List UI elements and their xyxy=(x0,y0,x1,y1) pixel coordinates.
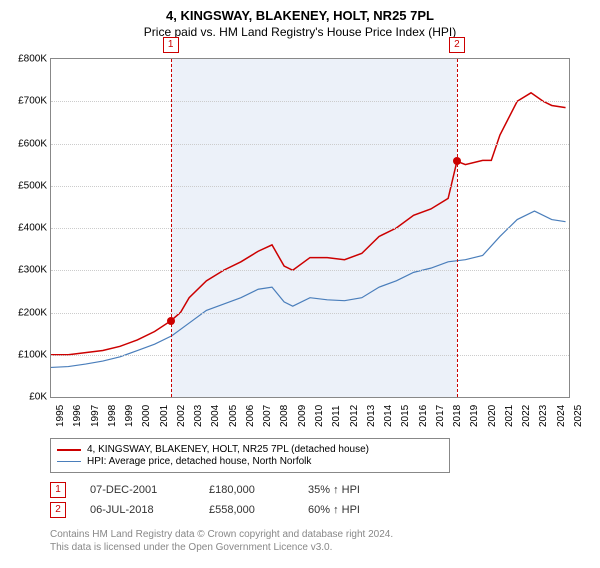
event-badge: 1 xyxy=(50,482,66,498)
x-tick-label: 2012 xyxy=(349,405,360,427)
event-price: £180,000 xyxy=(209,484,284,496)
x-tick-label: 2003 xyxy=(193,405,204,427)
y-tick-label: £700K xyxy=(18,96,47,107)
x-tick-label: 2004 xyxy=(210,405,221,427)
x-tick-label: 2018 xyxy=(452,405,463,427)
x-tick-label: 2023 xyxy=(538,405,549,427)
event-badge: 2 xyxy=(50,502,66,518)
x-tick-label: 1998 xyxy=(107,405,118,427)
x-tick-label: 2024 xyxy=(556,405,567,427)
x-tick-label: 2015 xyxy=(400,405,411,427)
y-tick-label: £100K xyxy=(18,349,47,360)
x-tick-label: 2014 xyxy=(383,405,394,427)
event-date: 06-JUL-2018 xyxy=(90,504,185,516)
event-line xyxy=(171,59,172,397)
x-tick-label: 2013 xyxy=(366,405,377,427)
event-date: 07-DEC-2001 xyxy=(90,484,185,496)
legend-swatch xyxy=(57,461,81,462)
x-tick-label: 2022 xyxy=(521,405,532,427)
x-tick-label: 1999 xyxy=(124,405,135,427)
x-tick-label: 2006 xyxy=(245,405,256,427)
legend-item: HPI: Average price, detached house, Nort… xyxy=(57,456,443,467)
x-tick-label: 2005 xyxy=(228,405,239,427)
grid-line xyxy=(51,228,569,229)
x-tick-label: 2011 xyxy=(331,405,342,427)
x-tick-label: 2001 xyxy=(159,405,170,427)
x-tick-label: 2009 xyxy=(297,405,308,427)
x-tick-label: 2000 xyxy=(141,405,152,427)
event-price: £558,000 xyxy=(209,504,284,516)
x-tick-label: 2019 xyxy=(469,405,480,427)
event-point xyxy=(167,317,175,325)
event-point xyxy=(453,157,461,165)
grid-line xyxy=(51,186,569,187)
grid-line xyxy=(51,355,569,356)
x-tick-label: 2016 xyxy=(418,405,429,427)
x-tick-label: 1995 xyxy=(55,405,66,427)
grid-line xyxy=(51,313,569,314)
event-pct: 60% ↑ HPI xyxy=(308,504,398,516)
attribution: Contains HM Land Registry data © Crown c… xyxy=(50,528,393,554)
x-tick-label: 2017 xyxy=(435,405,446,427)
legend-item: 4, KINGSWAY, BLAKENEY, HOLT, NR25 7PL (d… xyxy=(57,444,443,455)
x-tick-label: 1997 xyxy=(90,405,101,427)
event-line xyxy=(457,59,458,397)
x-tick-label: 2002 xyxy=(176,405,187,427)
x-tick-label: 2020 xyxy=(487,405,498,427)
chart-container: 4, KINGSWAY, BLAKENEY, HOLT, NR25 7PL Pr… xyxy=(0,8,600,568)
y-tick-label: £0K xyxy=(29,392,47,403)
attribution-line: Contains HM Land Registry data © Crown c… xyxy=(50,528,393,541)
event-marker: 2 xyxy=(449,37,465,53)
chart-title: 4, KINGSWAY, BLAKENEY, HOLT, NR25 7PL xyxy=(0,8,600,23)
legend-label: 4, KINGSWAY, BLAKENEY, HOLT, NR25 7PL (d… xyxy=(87,444,369,455)
attribution-line: This data is licensed under the Open Gov… xyxy=(50,541,393,554)
legend: 4, KINGSWAY, BLAKENEY, HOLT, NR25 7PL (d… xyxy=(50,438,450,473)
y-tick-label: £300K xyxy=(18,265,47,276)
x-tick-label: 1996 xyxy=(72,405,83,427)
legend-swatch xyxy=(57,449,81,451)
y-tick-label: £200K xyxy=(18,307,47,318)
chart-subtitle: Price paid vs. HM Land Registry's House … xyxy=(0,25,600,39)
events-table: 1 07-DEC-2001 £180,000 35% ↑ HPI 2 06-JU… xyxy=(50,482,398,522)
grid-line xyxy=(51,144,569,145)
x-tick-label: 2008 xyxy=(279,405,290,427)
event-pct: 35% ↑ HPI xyxy=(308,484,398,496)
y-tick-label: £400K xyxy=(18,223,47,234)
event-row: 2 06-JUL-2018 £558,000 60% ↑ HPI xyxy=(50,502,398,518)
event-marker: 1 xyxy=(163,37,179,53)
series-line xyxy=(51,93,566,355)
event-row: 1 07-DEC-2001 £180,000 35% ↑ HPI xyxy=(50,482,398,498)
y-tick-label: £600K xyxy=(18,138,47,149)
plot-area: £0K£100K£200K£300K£400K£500K£600K£700K£8… xyxy=(50,58,570,398)
x-tick-label: 2021 xyxy=(504,405,515,427)
legend-label: HPI: Average price, detached house, Nort… xyxy=(87,456,311,467)
grid-line xyxy=(51,101,569,102)
grid-line xyxy=(51,270,569,271)
y-tick-label: £800K xyxy=(18,54,47,65)
x-tick-label: 2010 xyxy=(314,405,325,427)
x-tick-label: 2025 xyxy=(573,405,584,427)
x-tick-label: 2007 xyxy=(262,405,273,427)
y-tick-label: £500K xyxy=(18,180,47,191)
